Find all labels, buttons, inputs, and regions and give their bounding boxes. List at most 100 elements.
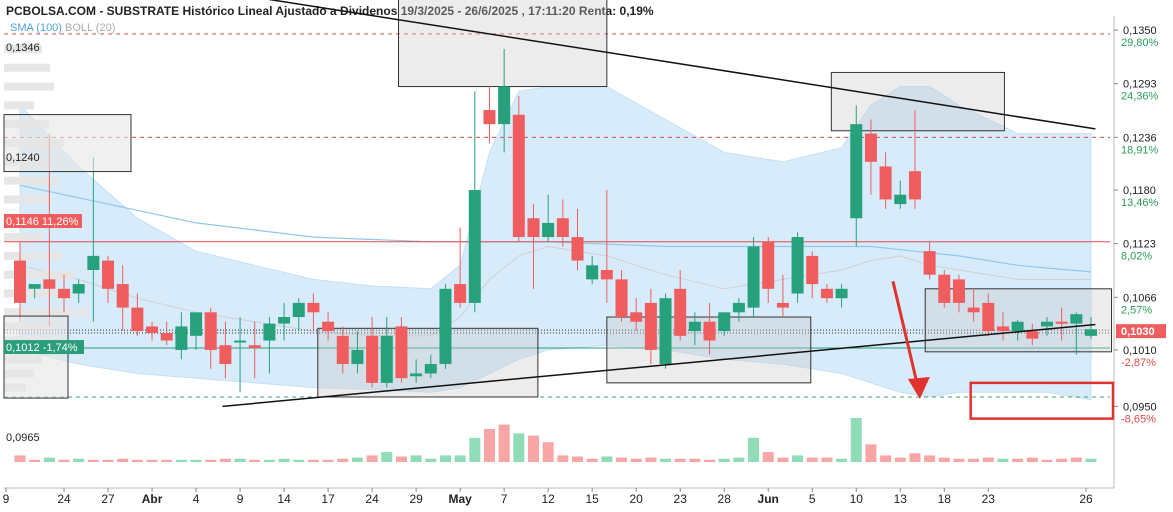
volume-bar [865,444,877,462]
candle-body [14,260,26,303]
volume-bar [850,418,862,462]
volume-profile-bar [4,289,68,298]
candle-body [307,302,320,313]
last-price-label: 0,1030 [1121,326,1155,338]
candle-body [351,349,364,365]
volume-profile-bar [4,233,44,242]
candle-body [718,312,731,332]
trendline [222,323,1096,408]
pct-tick-label: 24,36% [1121,91,1159,103]
time-tick-label: May [448,492,472,506]
volume-bar [821,457,833,462]
volume-bar [483,429,495,462]
candle-body [850,124,863,219]
candle-body [835,288,848,299]
left-level-box [3,114,132,173]
chart-title: PCBOLSA.COM - SUBSTRATE Histórico Lineal… [6,4,654,18]
candle-body [204,312,217,350]
candle-body [1085,329,1097,336]
candle-body [190,312,203,336]
volume-bars [14,418,1097,462]
candle-body [600,269,613,280]
left-price-label: 0,0965 [6,432,40,444]
time-tick-label: 29 [409,492,423,506]
volume-bar [527,435,539,462]
candle-body [1070,314,1083,324]
volume-bar [219,458,231,462]
volume-bar [718,458,730,462]
time-tick-label: 9 [3,492,10,506]
time-tick-label: 23 [674,492,688,506]
volume-profile-bar [4,176,59,185]
volume-bar [645,457,657,462]
candle-body [28,284,41,289]
candle-body [43,279,56,289]
candle-body [248,345,261,349]
boll-legend: BOLL (20) [65,22,116,34]
candle-body [278,317,291,324]
pct-tick-label: 2,57% [1121,304,1152,316]
volume-bar [542,442,554,462]
time-tick-label: 10 [850,492,864,506]
time-tick-label: 7 [501,492,508,506]
candle-body [542,222,555,238]
volume-bar [733,457,745,462]
candle-body [703,321,716,341]
volume-bar [982,457,994,462]
left-price-badge [4,214,82,229]
volume-bar [307,459,319,462]
pct-tick-label: -8,65% [1121,413,1156,425]
volume-bar [263,459,275,462]
price-tick-label: 0,1180 [1123,185,1156,197]
volume-bar [968,458,980,462]
candle-body [116,284,129,308]
volume-bar [777,457,789,462]
candle-body [630,312,643,322]
time-tick-label: 24 [365,492,379,506]
candle-body [1026,331,1039,339]
volume-bar [410,455,422,462]
volume-bar [87,459,99,462]
volume-bar [806,457,818,462]
volume-bar [616,457,628,462]
volume-bar [880,455,892,462]
candle-body [366,335,379,383]
pct-tick-label: 13,46% [1121,197,1159,209]
left-price-badge [4,340,84,355]
volume-bar [425,458,437,462]
volume-bar [146,459,158,462]
volume-bar [924,455,936,462]
time-tick-label: 9 [237,492,244,506]
time-tick-label: 14 [277,492,291,506]
volume-bar [586,458,598,462]
volume-bar [29,459,41,462]
left-level-box [3,315,69,399]
candle-body [439,288,452,365]
time-tick-label: 27 [101,492,115,506]
candle-body [659,298,672,365]
time-tick-label: 12 [541,492,555,506]
volume-bar [836,458,848,462]
volume-bar [513,433,525,462]
volume-profile-bar [4,44,42,53]
time-tick-label: 15 [585,492,599,506]
volume-bar [14,455,26,462]
volume-bar [660,458,672,462]
candle-body [322,321,335,332]
sma-legend: SMA (100) [10,22,62,34]
volume-profile-bar [4,101,34,110]
volume-bar [689,458,701,462]
pct-tick-label: 8,02% [1121,251,1152,263]
volume-bar [601,456,613,462]
time-tick-label: Jun [758,492,779,506]
candle-body [879,166,892,200]
volume-bar [894,457,906,462]
price-tick-label: 0,1236 [1123,132,1157,144]
volume-bar [469,437,481,462]
bollinger-bands [19,86,1092,401]
volume-bar [102,459,114,462]
volume-bar [58,459,70,462]
candle-body [688,321,701,332]
